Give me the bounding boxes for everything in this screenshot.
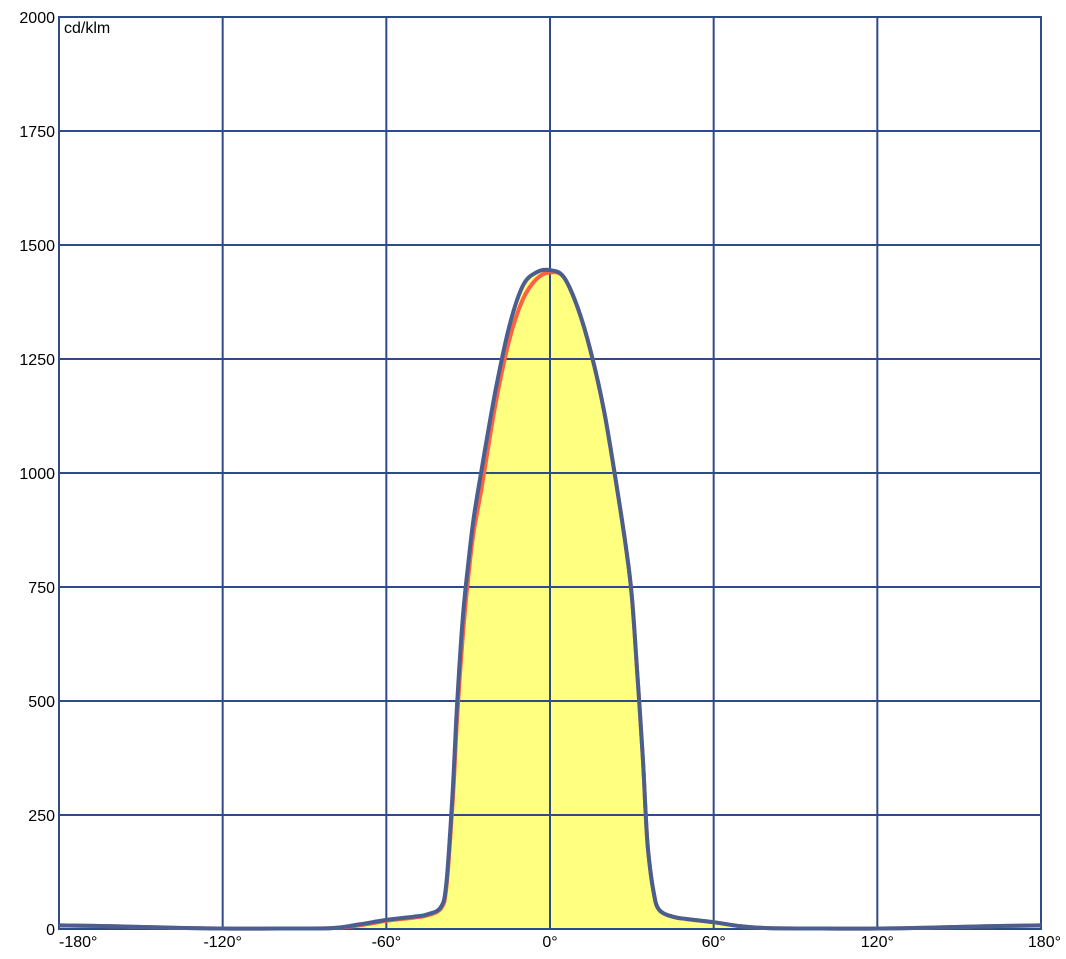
series-line-c90-c270 [58, 267, 1042, 931]
y-axis-tick-labels: 0 250 500 750 1000 1250 1500 1750 2000 [19, 10, 55, 939]
x-tick-label: 60° [702, 934, 726, 951]
y-tick-label: 750 [28, 580, 55, 597]
x-tick-label: 0° [542, 934, 557, 951]
y-tick-label: 500 [28, 694, 55, 711]
plot-frame [58, 16, 1042, 930]
unit-label: cd/klm [64, 20, 110, 37]
y-tick-label: 2000 [19, 10, 55, 27]
x-tick-label: 180° [1028, 934, 1061, 951]
y-tick-label: 1750 [19, 124, 55, 141]
series-layer [58, 267, 1042, 931]
y-tick-label: 1500 [19, 238, 55, 255]
y-tick-label: 250 [28, 808, 55, 825]
x-tick-label: 120° [861, 934, 894, 951]
y-tick-label: 1250 [19, 352, 55, 369]
x-tick-label: -180° [59, 934, 97, 951]
x-axis-tick-labels: -180° -120° -60° 0° 60° 120° 180° [59, 934, 1061, 951]
x-tick-label: -60° [372, 934, 402, 951]
y-tick-label: 1000 [19, 466, 55, 483]
y-tick-label: 0 [46, 922, 55, 939]
x-tick-label: -120° [203, 934, 241, 951]
